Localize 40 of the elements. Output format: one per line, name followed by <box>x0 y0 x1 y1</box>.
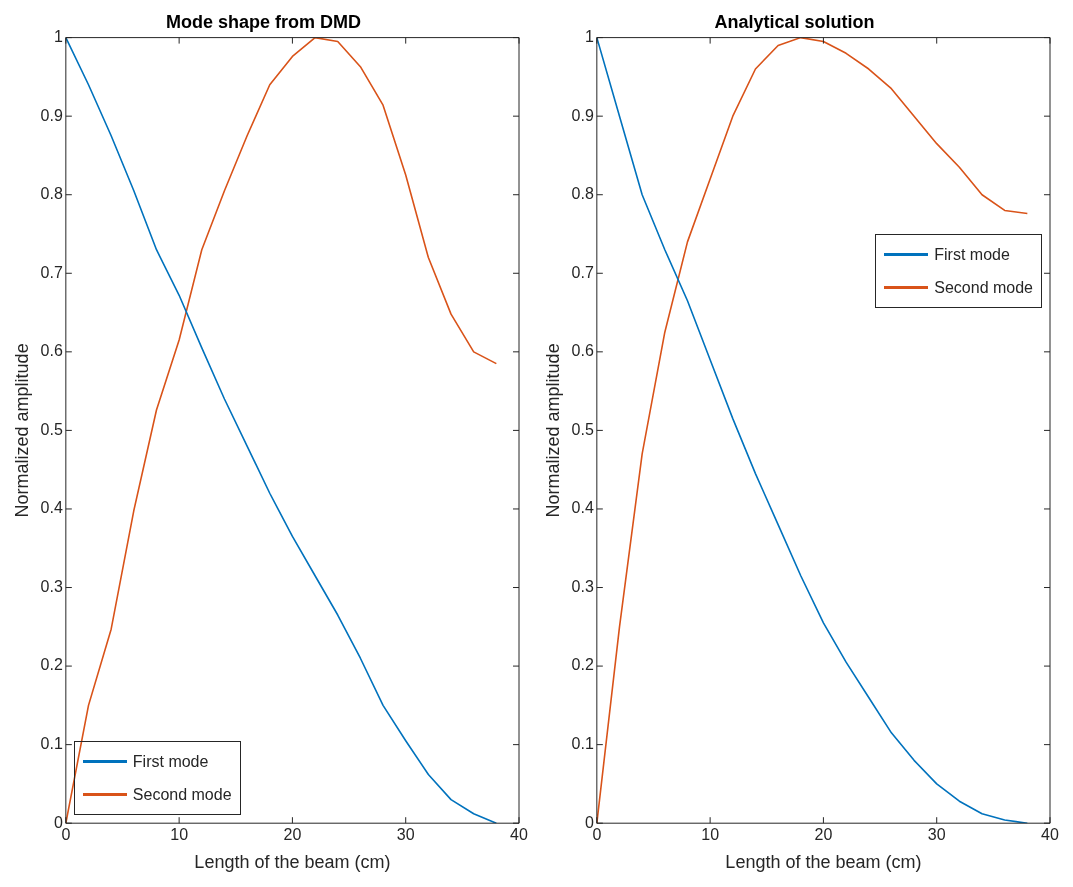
x-tick-label: 40 <box>1041 826 1059 844</box>
legend-label: Second mode <box>132 785 232 804</box>
y-tick-label: 0.8 <box>571 185 594 203</box>
y-tick-label: 0.1 <box>40 735 63 753</box>
y-tick-label: 0 <box>584 813 594 831</box>
y-tick-label: 1 <box>53 28 63 46</box>
x-tick-label: 10 <box>170 826 189 844</box>
y-axis-title: Normalized amplitude <box>11 343 32 518</box>
y-tick-label: 0.2 <box>40 656 63 674</box>
y-tick-label: 0.8 <box>40 185 63 203</box>
chart-title: Analytical solution <box>714 11 875 32</box>
y-tick-label: 0.4 <box>40 499 63 517</box>
y-tick-label: 1 <box>584 28 594 46</box>
y-tick-label: 0.9 <box>40 106 63 124</box>
chart-title: Mode shape from DMD <box>165 11 362 32</box>
y-tick-label: 0.5 <box>571 420 594 438</box>
y-tick-label: 0.7 <box>40 263 63 281</box>
legend-label: First mode <box>132 752 209 771</box>
x-tick-label: 20 <box>283 826 302 844</box>
x-axis-title: Length of the beam (cm) <box>194 852 391 873</box>
y-axis-title: Normalized amplitude <box>542 343 563 518</box>
x-axis-title: Length of the beam (cm) <box>725 852 922 873</box>
y-tick-label: 0.6 <box>571 342 594 360</box>
y-tick-label: 0.1 <box>571 735 594 753</box>
x-tick-label: 40 <box>510 826 528 844</box>
y-tick-label: 0 <box>53 813 63 831</box>
y-tick-label: 0.3 <box>40 577 63 595</box>
legend-label: First mode <box>934 245 1010 264</box>
y-tick-label: 0.6 <box>40 342 63 360</box>
x-tick-label: 30 <box>396 826 415 844</box>
x-tick-label: 10 <box>701 826 720 844</box>
legend-label: Second mode <box>934 278 1033 297</box>
x-tick-label: 30 <box>927 826 946 844</box>
y-tick-label: 0.9 <box>571 106 594 124</box>
y-tick-label: 0.5 <box>40 420 63 438</box>
y-tick-label: 0.2 <box>571 656 594 674</box>
x-tick-label: 20 <box>814 826 833 844</box>
y-tick-label: 0.7 <box>571 263 594 281</box>
y-tick-label: 0.3 <box>571 577 594 595</box>
y-tick-label: 0.4 <box>571 499 594 517</box>
